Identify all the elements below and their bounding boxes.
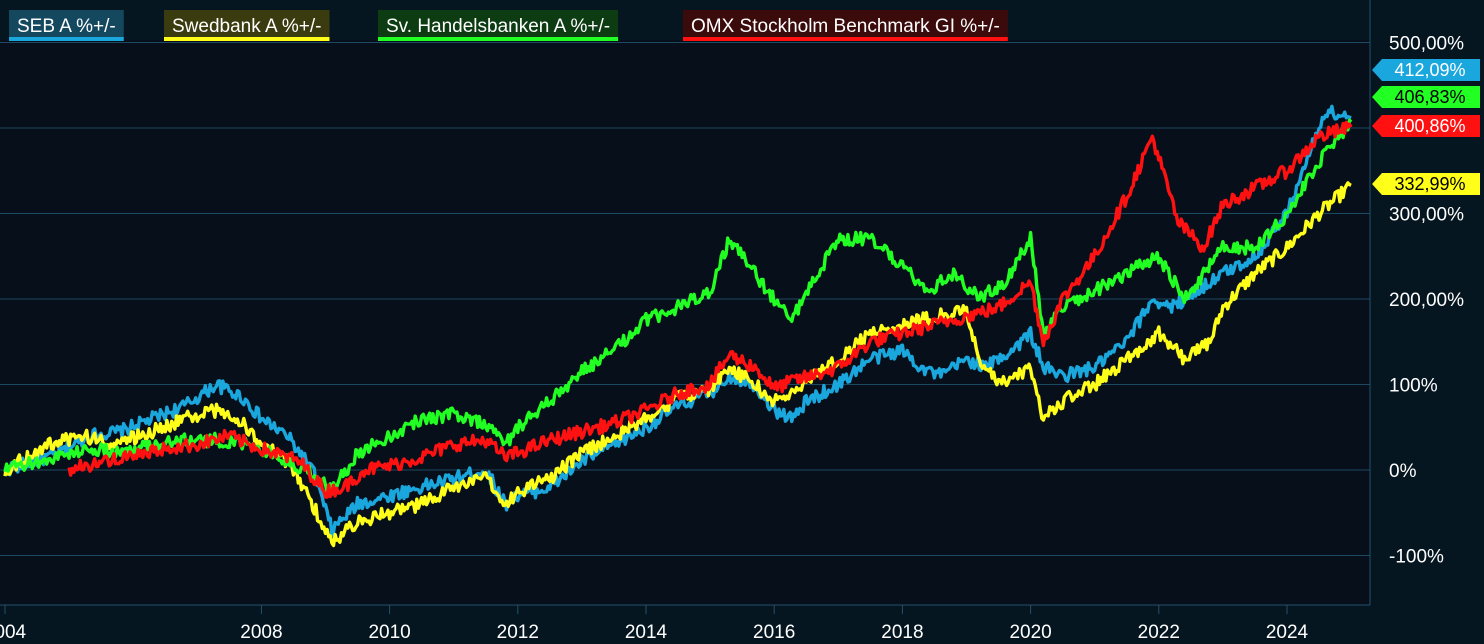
legend-box bbox=[683, 10, 1008, 39]
x-tick-label: 2018 bbox=[881, 622, 923, 643]
legend-box bbox=[9, 10, 124, 39]
legend-item: OMX Stockholm Benchmark GI %+/- bbox=[683, 10, 1008, 41]
end-tag: 406,83% bbox=[1372, 86, 1480, 108]
series-line bbox=[67, 120, 1353, 499]
y-axis-ticks: 500,00% 300,00% 200,00% 100% 0% -100% bbox=[1389, 34, 1464, 568]
legend-label: Sv. Handelsbanken A %+/- bbox=[386, 16, 610, 37]
legend-item: Sv. Handelsbanken A %+/- bbox=[378, 10, 619, 41]
end-tag: 412,09% bbox=[1372, 59, 1480, 81]
legend-label: Swedbank A %+/- bbox=[172, 16, 321, 37]
x-tick-label: 2022 bbox=[1138, 622, 1180, 643]
end-tag-shape bbox=[1372, 86, 1480, 108]
end-tag: 400,86% bbox=[1372, 115, 1480, 137]
end-tag: 332,99% bbox=[1372, 173, 1480, 195]
end-tag-label: 406,83% bbox=[1394, 87, 1465, 107]
x-tick-label: 2014 bbox=[625, 622, 668, 643]
series-lines bbox=[3, 104, 1353, 548]
legend-label: OMX Stockholm Benchmark GI %+/- bbox=[691, 16, 1000, 37]
legend-swatch bbox=[164, 37, 330, 41]
series-line bbox=[3, 104, 1352, 537]
legend-item: SEB A %+/- bbox=[9, 10, 124, 41]
legend-swatch bbox=[9, 37, 124, 41]
end-tag-label: 332,99% bbox=[1394, 174, 1465, 194]
end-tag-shape bbox=[1372, 115, 1480, 137]
x-tick-label: 2020 bbox=[1009, 622, 1051, 643]
x-tick-label: 2024 bbox=[1266, 622, 1309, 643]
legend: SEB A %+/- Swedbank A %+/- Sv. Handelsbank… bbox=[9, 10, 1008, 41]
legend-swatch bbox=[378, 37, 619, 41]
series-line bbox=[3, 118, 1353, 496]
y-tick-label: 0% bbox=[1389, 461, 1417, 482]
end-tag-shape bbox=[1372, 173, 1480, 195]
x-tick-label: 2010 bbox=[368, 622, 410, 643]
legend-box bbox=[164, 10, 330, 39]
y-tick-label: 100% bbox=[1389, 376, 1438, 397]
legend-label: SEB A %+/- bbox=[17, 16, 116, 37]
end-tag-label: 400,86% bbox=[1394, 116, 1465, 136]
series-line bbox=[3, 181, 1352, 548]
x-tick-label: 2016 bbox=[753, 622, 795, 643]
end-value-tags: 412,09% 406,83% 400,86% 332,99% bbox=[1372, 59, 1480, 195]
x-tick-label: 2004 bbox=[0, 622, 27, 643]
legend-item: Swedbank A %+/- bbox=[164, 10, 330, 41]
x-tick-label: 2012 bbox=[497, 622, 539, 643]
y-tick-label: 200,00% bbox=[1389, 290, 1464, 311]
y-tick-label: -100% bbox=[1389, 547, 1444, 568]
y-tick-label: 500,00% bbox=[1389, 34, 1464, 55]
x-axis-ticks: 2004 2008 2010 2012 2014 2016 2018 2020 2022 2024 bbox=[0, 605, 1309, 643]
plot-area bbox=[0, 40, 1370, 605]
end-tag-shape bbox=[1372, 59, 1480, 81]
legend-swatch bbox=[683, 37, 1008, 41]
y-tick-label: 300,00% bbox=[1389, 205, 1464, 226]
legend-box bbox=[378, 10, 619, 39]
x-tick-label: 2008 bbox=[240, 622, 282, 643]
end-tag-label: 412,09% bbox=[1394, 60, 1465, 80]
